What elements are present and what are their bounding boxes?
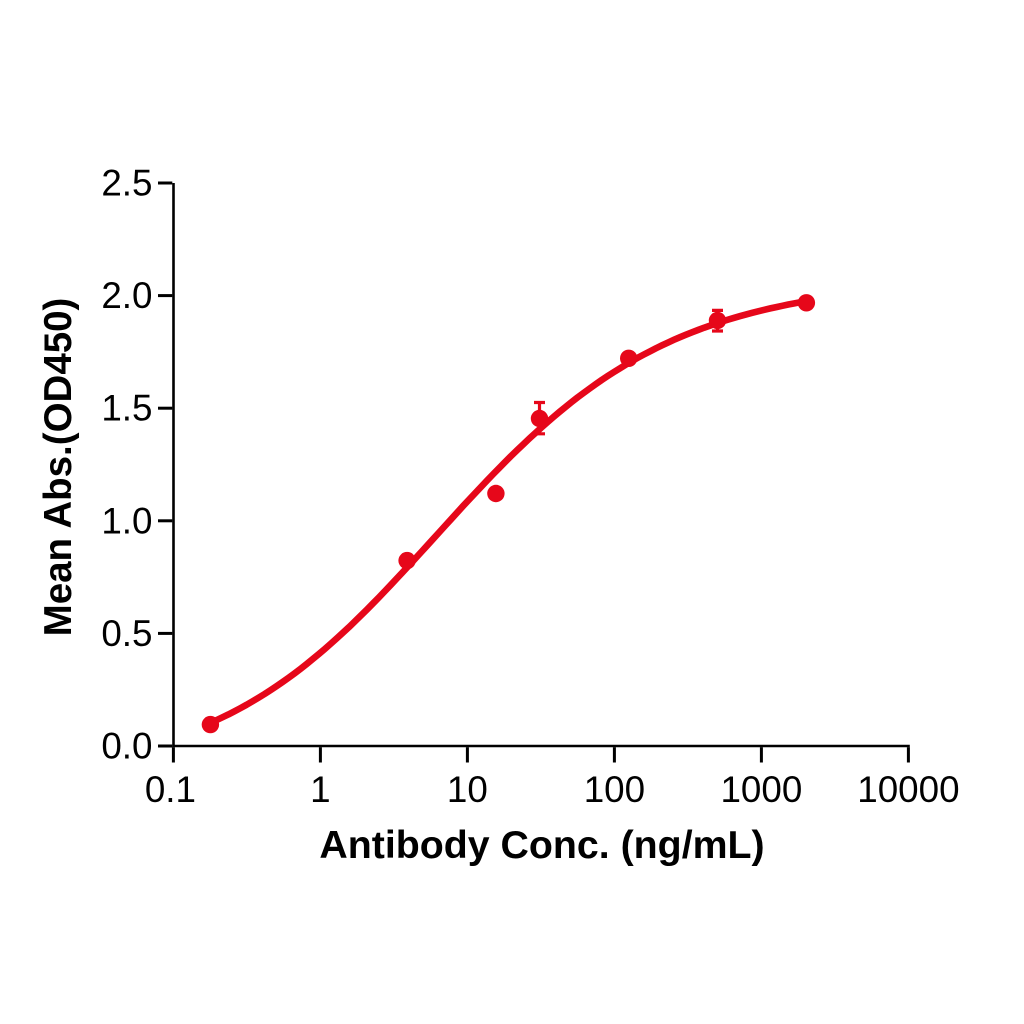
svg-text:1: 1 xyxy=(310,769,330,810)
svg-text:0.0: 0.0 xyxy=(101,726,152,767)
svg-text:100: 100 xyxy=(584,769,645,810)
svg-text:2.0: 2.0 xyxy=(101,275,152,316)
svg-text:1.0: 1.0 xyxy=(101,500,152,541)
svg-text:0.1: 0.1 xyxy=(145,769,196,810)
svg-text:10: 10 xyxy=(447,769,488,810)
svg-text:2.5: 2.5 xyxy=(101,163,152,204)
svg-text:1.5: 1.5 xyxy=(101,388,152,429)
svg-text:Antibody Conc. (ng/mL): Antibody Conc. (ng/mL) xyxy=(319,823,764,867)
svg-text:10000: 10000 xyxy=(857,769,959,810)
svg-text:0.5: 0.5 xyxy=(101,613,152,654)
svg-text:1000: 1000 xyxy=(720,769,802,810)
svg-text:Mean Abs.(OD450): Mean Abs.(OD450) xyxy=(37,298,80,637)
